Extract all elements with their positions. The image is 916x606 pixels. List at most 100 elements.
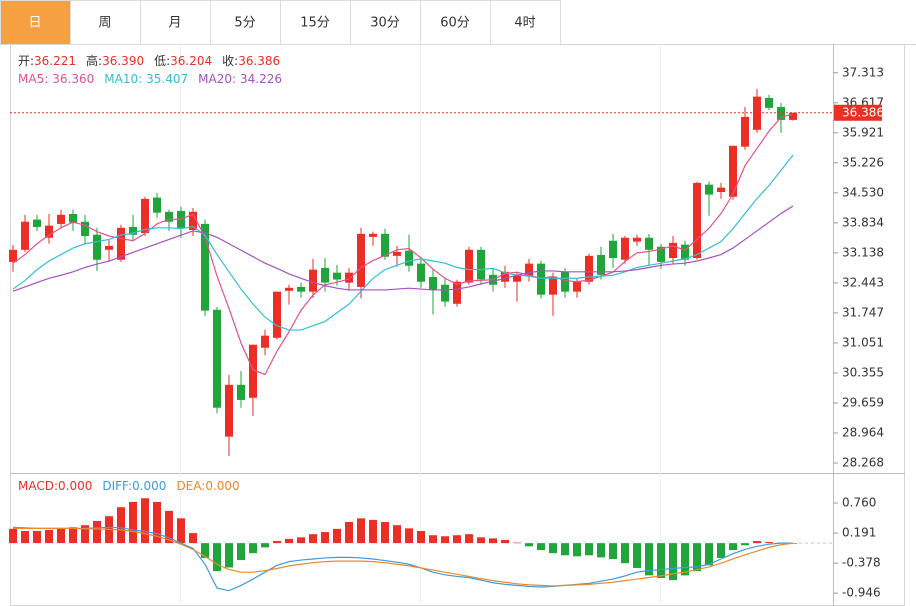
y-tick-label: 35.921 [842, 125, 884, 139]
macd-bar [561, 543, 569, 556]
macd-bar [717, 543, 725, 558]
tab-box[interactable] [420, 0, 491, 45]
macd-line [13, 527, 794, 587]
candle-body [645, 237, 653, 250]
y-tick-label: 30.355 [842, 365, 884, 379]
tab-label[interactable]: 60分 [440, 16, 470, 31]
tab[interactable]: 5分 [210, 0, 281, 45]
macd-bar [645, 543, 653, 576]
macd-bar [477, 537, 485, 544]
candle-body [693, 182, 701, 258]
candle-body [213, 309, 221, 408]
macd-line [12, 526, 793, 592]
y-tick-label: 33.834 [842, 215, 884, 229]
candle-body [585, 255, 593, 282]
legend-value: 36.360 [52, 72, 94, 86]
y-tick-label: 28.268 [842, 456, 884, 470]
macd-bar [453, 535, 461, 544]
macd-bar [249, 543, 257, 554]
tab-box[interactable] [490, 0, 561, 45]
candle-body [789, 112, 797, 120]
candle-body [105, 245, 113, 250]
candle-body [573, 281, 581, 292]
candle-body [201, 223, 209, 311]
tab[interactable]: 周 [70, 0, 141, 45]
ohlc-label: 开: [18, 54, 34, 68]
tab-label[interactable]: 30分 [370, 16, 400, 31]
candle-body [753, 96, 761, 130]
legend-name: MA20: [198, 72, 236, 86]
ohlc-label: 高: [86, 53, 102, 68]
ohlc-label: 收: [222, 54, 238, 68]
macd-bar [369, 519, 377, 544]
last-price-label: 36.386 [842, 105, 884, 119]
macd-bar [729, 543, 737, 551]
tab-label[interactable]: 周 [98, 16, 111, 31]
tab-box[interactable] [140, 0, 211, 45]
candle-body [393, 251, 401, 256]
macd-bar [261, 543, 269, 548]
y-tick-label: 32.443 [842, 275, 884, 289]
candle-body [189, 211, 197, 230]
macd-bar [9, 528, 17, 544]
candle-body [669, 242, 677, 258]
macd-bar [69, 527, 77, 544]
macd-bar [741, 543, 749, 546]
macd-bar [285, 538, 293, 544]
candle-body [417, 263, 425, 282]
tab-label[interactable]: 日 [28, 16, 41, 31]
tab-box[interactable] [210, 0, 281, 45]
ohlc-value: 36.390 [102, 54, 144, 68]
tab-label[interactable]: 4时 [514, 16, 535, 31]
tab-label[interactable]: 5分 [234, 16, 255, 31]
y-tick-label: 0.760 [842, 495, 876, 509]
macd-bar [489, 538, 497, 544]
tab[interactable]: 4时 [490, 0, 561, 45]
y-tick-label: 31.747 [842, 305, 884, 319]
macd-legend: MACD:0.000 DIFF:0.000 DEA:0.000 [18, 479, 240, 493]
candle-body [681, 244, 689, 260]
tab[interactable]: 日 [0, 0, 71, 45]
candle-body [81, 221, 89, 236]
macd-bar [117, 507, 125, 544]
y-tick-label: -0.946 [842, 586, 881, 600]
macd-bar [705, 543, 713, 566]
tab-box[interactable] [280, 0, 351, 45]
y-tick-label: 35.226 [842, 155, 884, 169]
macd-bar [93, 520, 101, 544]
tab-label[interactable]: 15分 [300, 16, 330, 31]
candle-body [453, 281, 461, 304]
macd-bar [633, 543, 641, 568]
macd-bar [465, 534, 473, 544]
tab[interactable]: 30分 [350, 0, 421, 45]
candle-body [21, 221, 29, 250]
y-tick-label: 37.313 [842, 65, 884, 79]
macd-bar [417, 530, 425, 544]
candle-body [285, 287, 293, 291]
candle-body [741, 116, 749, 147]
tab[interactable]: 15分 [280, 0, 351, 45]
macd-bar [153, 501, 161, 544]
candle-body [405, 250, 413, 266]
legend-value: 34.226 [240, 72, 282, 86]
candle-body [777, 106, 785, 120]
candle-body [609, 240, 617, 258]
legend-name: MA5: [18, 72, 48, 86]
tab[interactable]: 60分 [420, 0, 491, 45]
legend-name: DEA: [176, 479, 205, 493]
y-tick-label: 0.191 [842, 526, 876, 540]
legend-value: 35.407 [146, 72, 188, 86]
macd-bar [585, 543, 593, 556]
tab[interactable]: 月 [140, 0, 211, 45]
candle-body [141, 198, 149, 233]
legend-name: MA10: [104, 72, 142, 86]
legend-name: MACD: [18, 479, 58, 493]
candle-body [729, 145, 737, 197]
candle-body [93, 234, 101, 260]
candle-body [429, 276, 437, 290]
candle-body [477, 249, 485, 280]
tab-box[interactable] [70, 0, 141, 45]
tab-box[interactable] [0, 0, 71, 45]
tab-label[interactable]: 月 [168, 16, 181, 31]
